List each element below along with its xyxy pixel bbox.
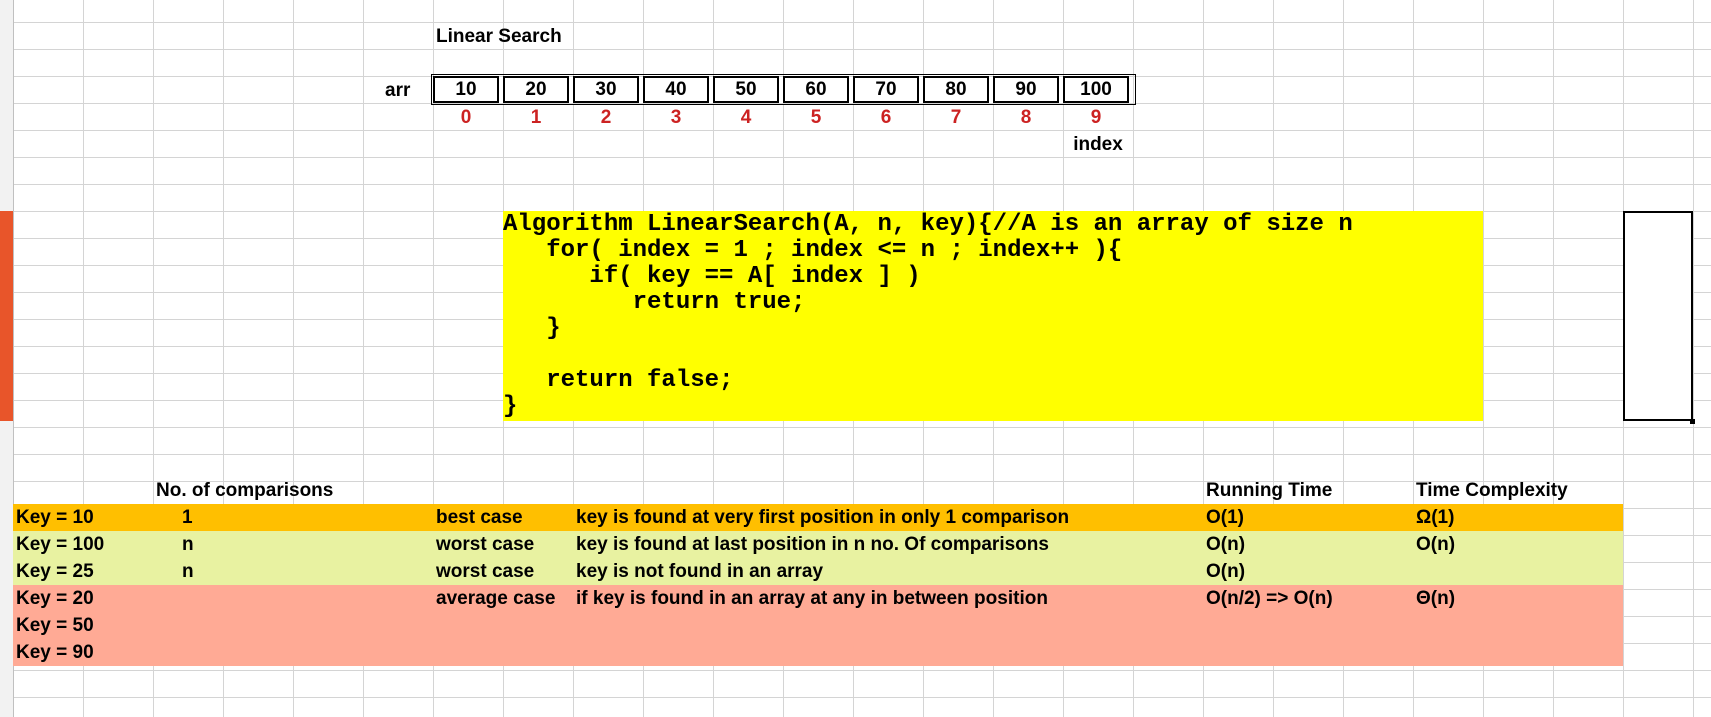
row-case: best case — [436, 507, 523, 528]
table-row[interactable] — [13, 612, 1623, 639]
array-cell[interactable]: 30 — [573, 76, 639, 103]
row-running-time: O(n/2) => O(n) — [1206, 588, 1333, 609]
row-complexity: O(n) — [1416, 534, 1456, 555]
array-index: 8 — [1020, 107, 1032, 128]
table-row[interactable] — [13, 504, 1623, 531]
index-label: index — [1073, 134, 1123, 155]
array-cell[interactable]: 80 — [923, 76, 989, 103]
array-index: 5 — [810, 107, 822, 128]
array-cell[interactable]: 90 — [993, 76, 1059, 103]
array-index: 4 — [740, 107, 752, 128]
row-key: Key = 50 — [16, 615, 94, 636]
array-index: 7 — [950, 107, 962, 128]
fill-handle[interactable] — [1690, 419, 1695, 424]
table-row[interactable] — [13, 585, 1623, 612]
code-line: } — [503, 315, 561, 342]
row-comparisons: 1 — [182, 507, 193, 528]
array-index: 3 — [670, 107, 682, 128]
array-cell[interactable]: 20 — [503, 76, 569, 103]
code-line: for( index = 1 ; index <= n ; index++ ){ — [503, 237, 1123, 264]
code-line: if( key == A[ index ] ) — [503, 263, 921, 290]
array-cell[interactable]: 10 — [433, 76, 499, 103]
table-row[interactable] — [13, 531, 1623, 558]
sheet-title: Linear Search — [436, 26, 562, 47]
header-complexity: Time Complexity — [1416, 480, 1568, 501]
row-description: key is found at very first position in o… — [576, 507, 1070, 528]
row-running-time: O(n) — [1206, 534, 1246, 555]
row-description: key is found at last position in n no. O… — [576, 534, 1049, 555]
row-key: Key = 100 — [16, 534, 105, 555]
array-cell[interactable]: 60 — [783, 76, 849, 103]
array-cell[interactable]: 40 — [643, 76, 709, 103]
array-cell[interactable]: 70 — [853, 76, 919, 103]
code-line: } — [503, 393, 518, 420]
array-index: 1 — [530, 107, 542, 128]
array-index: 2 — [600, 107, 612, 128]
selected-cell-range[interactable] — [1623, 211, 1693, 421]
table-row[interactable] — [13, 639, 1623, 666]
array-cell[interactable]: 50 — [713, 76, 779, 103]
row-running-time: O(1) — [1206, 507, 1244, 528]
code-line: return false; — [503, 367, 734, 394]
header-comparisons: No. of comparisons — [156, 480, 334, 501]
row-comparisons: n — [182, 561, 194, 582]
row-complexity: Ω(1) — [1416, 507, 1455, 528]
row-key: Key = 90 — [16, 642, 94, 663]
row-comparisons: n — [182, 534, 194, 555]
header-running-time: Running Time — [1206, 480, 1333, 501]
row-case: average case — [436, 588, 556, 609]
table-row[interactable] — [13, 558, 1623, 585]
array-label: arr — [385, 80, 411, 101]
code-line: Algorithm LinearSearch(A, n, key){//A is… — [503, 211, 1353, 238]
row-running-time: O(n) — [1206, 561, 1246, 582]
code-block — [503, 211, 1483, 421]
array-index: 6 — [880, 107, 892, 128]
row-key: Key = 10 — [16, 507, 94, 528]
row-case: worst case — [436, 534, 535, 555]
row-description: if key is found in an array at any in be… — [576, 588, 1048, 609]
array-index: 0 — [460, 107, 472, 128]
row-header-selection — [0, 211, 13, 421]
row-key: Key = 25 — [16, 561, 94, 582]
row-description: key is not found in an array — [576, 561, 824, 582]
array-frame — [431, 74, 1136, 105]
row-complexity: Θ(n) — [1416, 588, 1456, 609]
code-line: return true; — [503, 289, 806, 316]
array-index: 9 — [1090, 107, 1102, 128]
row-case: worst case — [436, 561, 535, 582]
row-key: Key = 20 — [16, 588, 94, 609]
array-cell[interactable]: 100 — [1063, 76, 1129, 103]
